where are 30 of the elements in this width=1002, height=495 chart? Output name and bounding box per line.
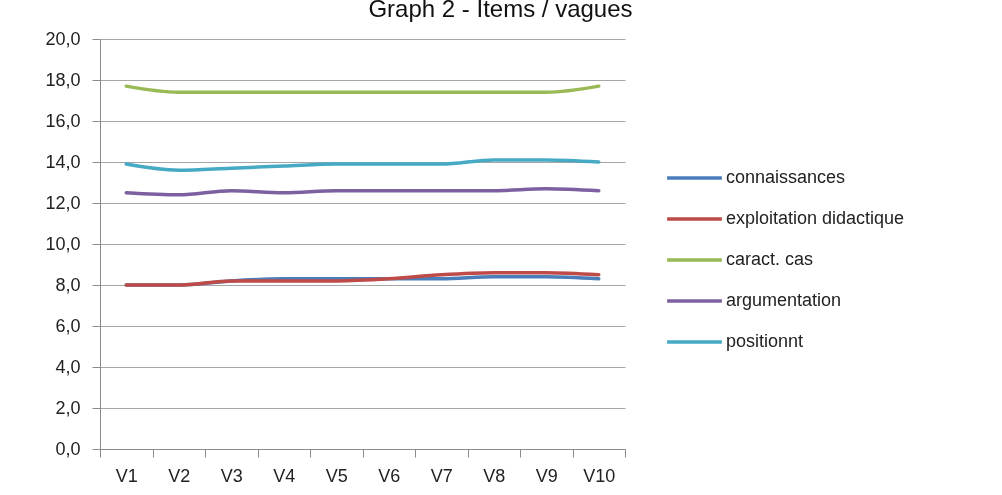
chart-title: Graph 2 - Items / vagues bbox=[368, 0, 633, 22]
x-tick-label: V6 bbox=[378, 465, 401, 486]
y-tick-label: 18,0 bbox=[45, 69, 81, 90]
line-series bbox=[124, 158, 601, 172]
y-tick-label: 8,0 bbox=[55, 274, 81, 295]
x-tick-label: V7 bbox=[430, 465, 453, 486]
x-tick-label: V3 bbox=[220, 465, 243, 486]
y-tick-label: 10,0 bbox=[45, 233, 81, 254]
y-tick-label: 0,0 bbox=[55, 438, 81, 459]
legend-label: argumentation bbox=[726, 290, 842, 310]
y-tick-label: 12,0 bbox=[45, 192, 81, 213]
x-tick-label: V10 bbox=[583, 465, 616, 486]
x-tick-label: V2 bbox=[168, 465, 191, 486]
x-tick-label: V5 bbox=[325, 465, 348, 486]
x-tick-label: V1 bbox=[115, 465, 138, 486]
x-tick-label: V9 bbox=[535, 465, 558, 486]
y-tick-label: 4,0 bbox=[55, 356, 81, 377]
legend-label: caract. cas bbox=[726, 249, 814, 269]
legend-label: exploitation didactique bbox=[726, 208, 905, 228]
line-series bbox=[124, 270, 601, 287]
y-tick-label: 6,0 bbox=[55, 315, 81, 336]
x-tick-label: V4 bbox=[273, 465, 296, 486]
y-tick-label: 16,0 bbox=[45, 110, 81, 131]
legend-label: connaissances bbox=[726, 167, 846, 187]
x-tick-label: V8 bbox=[483, 465, 506, 486]
y-tick-label: 2,0 bbox=[55, 397, 81, 418]
line-series bbox=[124, 186, 601, 197]
y-tick-label: 14,0 bbox=[45, 151, 81, 172]
legend-label: positionnt bbox=[726, 331, 804, 351]
y-tick-label: 20,0 bbox=[45, 28, 81, 49]
